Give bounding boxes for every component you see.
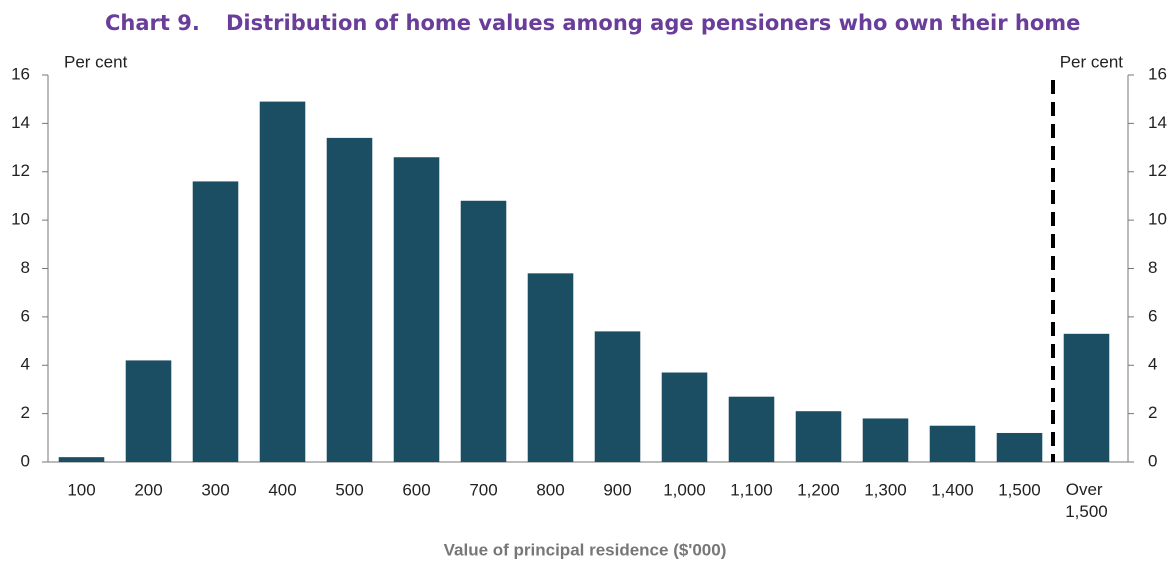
y-tick-label: 8 xyxy=(21,258,30,277)
bar xyxy=(527,273,574,462)
y-tick-label: 16 xyxy=(11,64,30,83)
x-tick-label: 200 xyxy=(134,480,162,499)
bar xyxy=(795,411,842,462)
y2-tick-label: 12 xyxy=(1148,161,1167,180)
y-tick-label: 6 xyxy=(21,306,30,325)
bar xyxy=(125,360,172,462)
y2-tick-label: 10 xyxy=(1148,210,1167,229)
y-tick-label: 12 xyxy=(11,161,30,180)
x-tick-label: Over 1,500 xyxy=(1065,480,1108,521)
bar xyxy=(929,425,976,462)
y2-tick-label: 16 xyxy=(1148,64,1167,83)
bar xyxy=(393,157,440,463)
bar xyxy=(661,372,708,462)
chart-subtitle: Distribution of home values among age pe… xyxy=(226,11,1080,35)
y-tick-label: 4 xyxy=(21,355,30,374)
x-tick-label: 1,500 xyxy=(998,480,1041,499)
y2-tick-label: 0 xyxy=(1148,451,1157,470)
y-tick-label: 14 xyxy=(11,113,30,132)
x-tick-label: 900 xyxy=(603,480,631,499)
y2-tick-label: 2 xyxy=(1148,403,1157,422)
y2-tick-label: 6 xyxy=(1148,306,1157,325)
x-tick-label: 1,400 xyxy=(931,480,974,499)
y2-tick-label: 8 xyxy=(1148,258,1157,277)
x-tick-label: 100 xyxy=(67,480,95,499)
bar xyxy=(460,200,507,462)
x-axis-title: Value of principal residence ($'000) xyxy=(444,540,727,559)
bar xyxy=(1063,333,1110,462)
bar xyxy=(326,137,373,462)
y2-axis-label: Per cent xyxy=(1060,52,1124,71)
bar xyxy=(996,432,1043,462)
bar xyxy=(192,181,239,463)
y-axis-label: Per cent xyxy=(64,52,128,71)
x-tick-label: 700 xyxy=(469,480,497,499)
x-tick-label: 800 xyxy=(536,480,564,499)
x-tick-label: 1,300 xyxy=(864,480,907,499)
bar xyxy=(259,101,306,462)
bar xyxy=(728,396,775,462)
y2-tick-label: 4 xyxy=(1148,355,1157,374)
x-tick-label: 300 xyxy=(201,480,229,499)
x-tick-label: 1,100 xyxy=(730,480,773,499)
y-tick-label: 2 xyxy=(21,403,30,422)
y2-tick-label: 14 xyxy=(1148,113,1167,132)
bar xyxy=(862,418,909,462)
x-tick-label: 1,000 xyxy=(663,480,706,499)
y-tick-label: 10 xyxy=(11,210,30,229)
x-tick-label: 400 xyxy=(268,480,296,499)
bar xyxy=(594,331,641,462)
bar xyxy=(58,457,105,462)
x-tick-label: 600 xyxy=(402,480,430,499)
x-tick-label: 1,200 xyxy=(797,480,840,499)
chart-title: Chart 9. xyxy=(105,11,200,35)
y-tick-label: 0 xyxy=(21,451,30,470)
x-tick-label: 500 xyxy=(335,480,363,499)
